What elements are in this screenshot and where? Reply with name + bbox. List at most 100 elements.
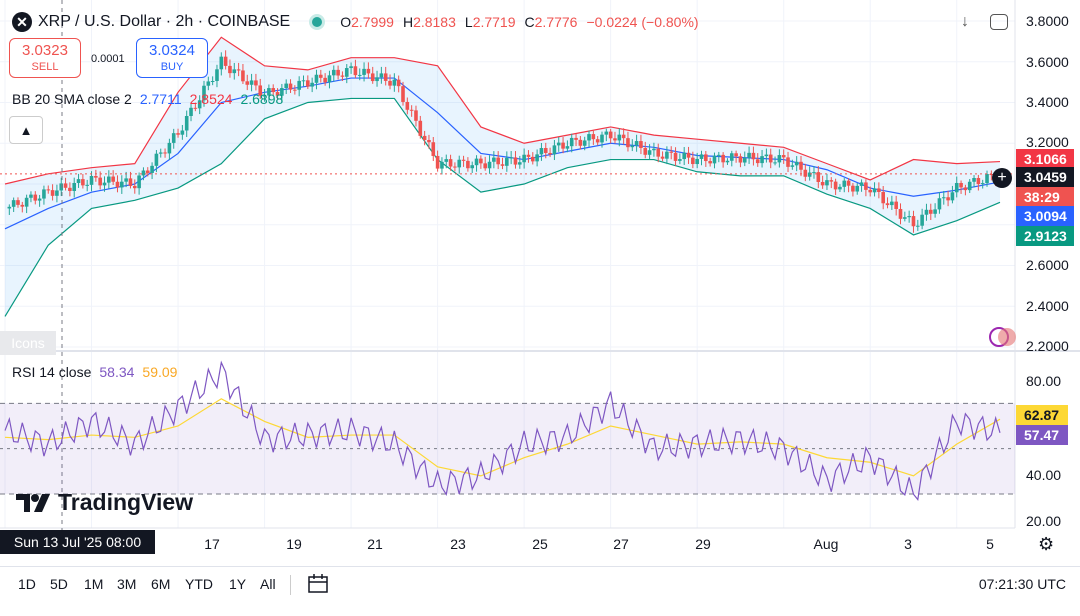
- rsi-ma-line: [4, 398, 1001, 477]
- settings-gear-icon[interactable]: ⚙: [1038, 534, 1055, 554]
- add-alert-icon[interactable]: +: [992, 168, 1012, 188]
- range-5d-button[interactable]: 5D: [50, 576, 68, 592]
- candle-body: [894, 201, 898, 209]
- candle-body: [768, 154, 773, 163]
- candle-body: [535, 154, 539, 162]
- candle-body: [29, 194, 33, 198]
- candle-body: [7, 206, 12, 209]
- candle-body: [565, 146, 570, 149]
- candle-body: [829, 180, 834, 182]
- date-label: 17: [204, 536, 220, 552]
- candle-body: [492, 157, 496, 162]
- candle-body: [803, 169, 808, 177]
- xrp-logo-icon: ✕: [12, 12, 32, 32]
- candle-body: [587, 134, 591, 141]
- candle-body: [513, 157, 518, 165]
- candle-body: [634, 141, 639, 146]
- candle-body: [786, 157, 790, 167]
- icons-label[interactable]: Icons: [0, 331, 56, 355]
- candle-body: [349, 66, 353, 69]
- candle-body: [738, 156, 743, 163]
- price-tick: 3.6000: [1026, 54, 1069, 70]
- candle-body: [980, 183, 985, 185]
- candle-body: [617, 134, 622, 141]
- candle-body: [859, 182, 864, 186]
- candle-body: [686, 152, 691, 158]
- events-icon[interactable]: [988, 326, 1018, 348]
- candle-body: [487, 161, 492, 169]
- candle-body: [210, 80, 215, 82]
- range-1m-button[interactable]: 1M: [84, 576, 104, 592]
- candle-body: [678, 159, 682, 161]
- bb-lower-tag: 2.9123: [1016, 226, 1074, 246]
- candle-body: [530, 156, 535, 162]
- candle-body: [833, 181, 838, 190]
- candle-body: [24, 197, 29, 207]
- candle-body: [288, 83, 293, 90]
- candle-body: [712, 155, 717, 164]
- candle-body: [370, 73, 375, 82]
- candle-body: [522, 154, 526, 163]
- candle-body: [124, 178, 128, 182]
- candle-body: [249, 80, 254, 85]
- candle-body: [812, 172, 816, 174]
- bb-basis-line: [4, 77, 1001, 230]
- candle-body: [353, 66, 358, 76]
- candle-body: [742, 157, 747, 163]
- calendar-range-icon[interactable]: [307, 573, 331, 600]
- high-value: 2.8183: [413, 14, 456, 30]
- candle-body: [868, 189, 873, 193]
- candle-body: [228, 65, 232, 74]
- chart-canvas[interactable]: [0, 0, 1080, 566]
- candle-body: [518, 162, 522, 165]
- range-all-button[interactable]: All: [260, 576, 276, 592]
- candle-body: [388, 80, 392, 86]
- candle-body: [379, 73, 384, 78]
- candle-body: [608, 131, 613, 139]
- rsi-line: [4, 360, 1001, 501]
- candle-body: [950, 192, 955, 201]
- candle-body: [985, 174, 989, 184]
- candle-body: [128, 178, 133, 186]
- buy-button[interactable]: 3.0324 BUY: [136, 38, 208, 78]
- candle-body: [280, 88, 284, 96]
- candle-body: [872, 188, 877, 193]
- range-3m-button[interactable]: 3M: [117, 576, 137, 592]
- candle-body: [202, 85, 206, 101]
- candle-body: [457, 159, 462, 168]
- chevron-up-icon: ▲: [19, 122, 33, 138]
- candle-body: [574, 137, 578, 140]
- range-1d-button[interactable]: 1D: [18, 576, 36, 592]
- candle-body: [94, 175, 98, 178]
- candle-body: [660, 156, 665, 159]
- candle-body: [357, 74, 362, 76]
- bb-legend[interactable]: BB 20 SMA close 2 2.7711 2.8524 2.6898: [12, 91, 283, 107]
- sell-button[interactable]: 3.0323 SELL: [9, 38, 81, 78]
- fullscreen-icon[interactable]: [990, 14, 1008, 30]
- candle-body: [383, 73, 388, 81]
- range-6m-button[interactable]: 6M: [151, 576, 171, 592]
- range-1y-button[interactable]: 1Y: [229, 576, 247, 592]
- candle-body: [898, 208, 903, 219]
- date-label: Aug: [813, 536, 839, 552]
- bb-lower-value: 2.6898: [240, 91, 284, 107]
- candle-body: [50, 190, 55, 196]
- symbol-title[interactable]: XRP / U.S. Dollar · 2h · COINBASE: [38, 13, 291, 30]
- candle-body: [422, 135, 427, 141]
- collapse-legend-button[interactable]: ▲: [9, 116, 43, 144]
- candle-body: [582, 140, 587, 146]
- candle-body: [184, 115, 189, 131]
- change-value: −0.0224 (−0.80%): [586, 14, 699, 30]
- utc-clock[interactable]: 07:21:30 UTC: [978, 576, 1066, 592]
- candle-body: [963, 187, 968, 191]
- brand-name: TradingView: [58, 489, 194, 515]
- tradingview-logo: TradingView: [16, 489, 193, 516]
- candle-body: [816, 172, 821, 182]
- candle-body: [16, 200, 20, 205]
- candle-body: [254, 80, 258, 86]
- range-ytd-button[interactable]: YTD: [185, 576, 213, 592]
- candle-body: [37, 198, 42, 201]
- download-icon[interactable]: ↓: [961, 13, 969, 30]
- candle-body: [505, 157, 509, 166]
- rsi-legend[interactable]: RSI 14 close 58.34 59.09: [12, 364, 177, 380]
